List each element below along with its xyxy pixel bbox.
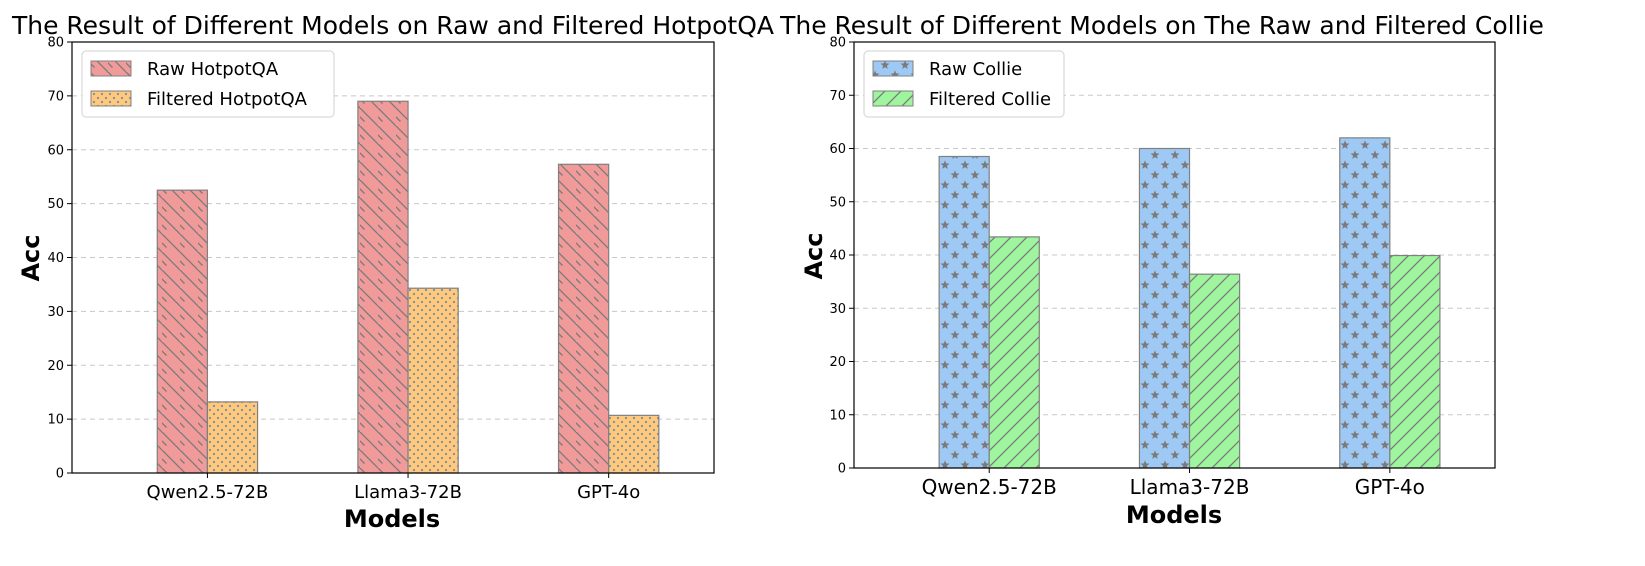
y-tick-label: 10 (829, 408, 846, 423)
y-tick-label: 70 (829, 89, 846, 104)
bars (156, 100, 660, 474)
y-tick-label: 0 (838, 462, 846, 477)
x-axis-label: Models (1126, 501, 1222, 529)
x-tick-label-llama3-72b: Llama3-72B (354, 482, 462, 503)
legend-box (863, 50, 1065, 118)
x-ticks: Qwen2.5-72B Llama3-72B GPT-4o (147, 473, 640, 503)
y-tick-label: 40 (47, 251, 64, 266)
hotpotqa-chart: The Result of Different Models on Raw an… (11, 11, 774, 533)
bar-hatch-raw-collie-qwen2-5-72b (938, 155, 990, 469)
bar-hatch-raw-collie-llama3-72b (1138, 147, 1191, 469)
y-tick-label: 60 (47, 143, 64, 158)
y-tick-label: 70 (47, 89, 64, 104)
y-tick-label: 40 (829, 249, 846, 264)
chart-title: The Result of Different Models on The Ra… (779, 11, 1544, 40)
y-tick-label: 50 (829, 195, 846, 210)
y-tick-label: 30 (829, 302, 846, 317)
bar-hatch-raw-hotpotqa-llama3-72b (357, 100, 409, 474)
legend-label-raw-collie: Raw Collie (929, 59, 1022, 80)
bar-hatch-filtered-hotpotqa-gpt-4o (608, 414, 660, 474)
y-ticks: 0 10 20 30 40 50 60 70 80 (829, 36, 854, 477)
x-tick-label-qwen2-5-72b: Qwen2.5-72B (922, 475, 1057, 499)
y-tick-label: 20 (829, 355, 846, 370)
legend: Raw HotpotQA Filtered HotpotQA (81, 50, 335, 118)
legend-swatch-filtered-collie-hatch (872, 90, 914, 107)
bar-hatch-filtered-collie-llama3-72b (1188, 273, 1241, 469)
bar-hatch-raw-hotpotqa-qwen2-5-72b (156, 189, 209, 474)
x-ticks: Qwen2.5-72B Llama3-72B GPT-4o (922, 468, 1425, 499)
bar-hatch-raw-hotpotqa-gpt-4o (557, 163, 610, 474)
x-tick-label-gpt-4o: GPT-4o (577, 482, 640, 503)
y-tick-label: 0 (56, 467, 64, 482)
y-tick-label: 50 (47, 197, 64, 212)
legend-swatch-filtered-hotpotqa-hatch (90, 90, 132, 107)
x-axis-label: Models (344, 505, 440, 533)
y-tick-label: 30 (47, 305, 64, 320)
x-tick-label-llama3-72b: Llama3-72B (1130, 475, 1250, 499)
x-tick-label-gpt-4o: GPT-4o (1355, 475, 1425, 499)
legend-swatch-raw-hotpotqa-hatch (90, 60, 132, 77)
y-ticks: 0 10 20 30 40 50 60 70 80 (47, 36, 72, 482)
y-tick-label: 20 (47, 359, 64, 374)
y-tick-label: 80 (47, 36, 64, 51)
y-axis-label: Acc (800, 232, 828, 279)
chart-title: The Result of Different Models on Raw an… (11, 11, 774, 40)
bar-hatch-filtered-hotpotqa-qwen2-5-72b (206, 401, 259, 474)
bars (938, 137, 1441, 469)
legend-label-filtered-hotpotqa: Filtered HotpotQA (147, 89, 308, 110)
legend-box (81, 50, 335, 118)
legend-swatch-raw-collie-hatch (872, 60, 914, 77)
bar-hatch-filtered-collie-gpt-4o (1389, 254, 1441, 469)
x-tick-label-qwen2-5-72b: Qwen2.5-72B (147, 482, 269, 503)
legend-label-raw-hotpotqa: Raw HotpotQA (147, 59, 279, 80)
y-axis-label: Acc (17, 234, 45, 281)
legend-label-filtered-collie: Filtered Collie (929, 89, 1051, 110)
bar-hatch-filtered-collie-qwen2-5-72b (988, 236, 1040, 469)
collie-chart: The Result of Different Models on The Ra… (779, 11, 1544, 529)
y-tick-label: 10 (47, 413, 64, 428)
y-tick-label: 80 (829, 36, 846, 51)
bar-hatch-filtered-hotpotqa-llama3-72b (407, 287, 459, 474)
bar-hatch-raw-collie-gpt-4o (1339, 137, 1391, 469)
legend: Raw Collie Filtered Collie (863, 50, 1065, 118)
y-tick-label: 60 (829, 142, 846, 157)
